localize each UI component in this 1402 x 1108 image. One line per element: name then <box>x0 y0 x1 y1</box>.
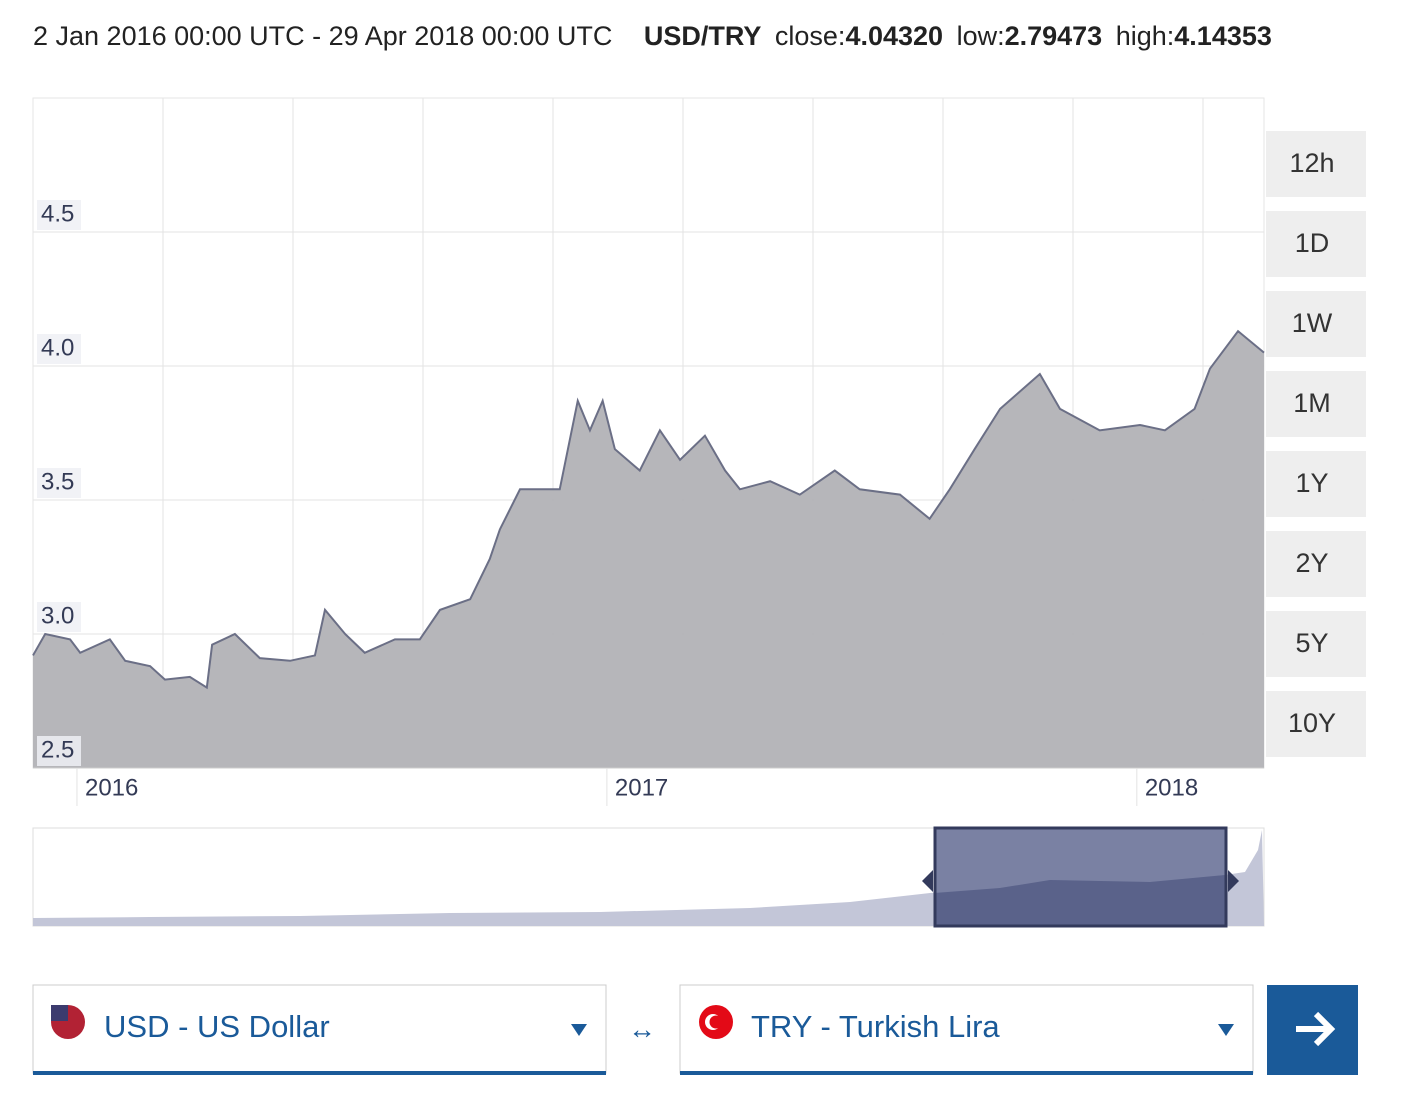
range-label: 2Y <box>1295 548 1328 578</box>
range-label: 1D <box>1295 228 1330 258</box>
range-label: 10Y <box>1288 708 1336 738</box>
from-box <box>32 984 607 1074</box>
y-tick-bg <box>37 200 81 230</box>
range-button[interactable] <box>1266 291 1366 357</box>
to-underline <box>680 1071 1253 1075</box>
tr-crescent-cut <box>709 1015 723 1029</box>
dropdown-arrow <box>1218 1024 1234 1036</box>
navigator-window-area <box>935 875 1226 926</box>
high-label: high: <box>1116 21 1175 51</box>
navigator-window-border <box>933 826 1228 928</box>
to-select[interactable]: TRY - Turkish Lira <box>679 984 1254 1075</box>
from-select[interactable]: USD - US Dollar <box>32 984 607 1075</box>
y-tick-label: 2.5 <box>41 736 74 763</box>
y-tick-label: 3.5 <box>41 468 74 495</box>
line <box>32 329 1265 690</box>
range-label: 5Y <box>1295 628 1328 658</box>
dropdown-arrow <box>571 1024 587 1036</box>
low: 2.79473 <box>1005 21 1103 51</box>
x-tick-label: 2017 <box>615 774 668 801</box>
low-label: low: <box>957 21 1005 51</box>
close-label: close: <box>775 21 846 51</box>
range-label: 1W <box>1292 308 1333 338</box>
y-tick-label: 4.0 <box>41 334 74 361</box>
plot: 2.5 3.0 3.5 4.0 4.5 2016 2017 2018 <box>32 97 1265 806</box>
navigator <box>32 826 1265 928</box>
pair: USD/TRY <box>644 21 762 51</box>
range-button[interactable] <box>1266 131 1366 197</box>
navigator-handle-left[interactable] <box>922 870 933 892</box>
y-tick-label: 3.0 <box>41 602 74 629</box>
y-tick-bg <box>37 468 81 498</box>
x-tick-label: 2018 <box>1145 774 1198 801</box>
navigator-handle-right[interactable] <box>1228 870 1239 892</box>
range-button[interactable] <box>1266 211 1366 277</box>
area <box>33 331 1264 768</box>
from-label: USD - US Dollar <box>104 1009 330 1044</box>
range-button[interactable] <box>1266 531 1366 597</box>
high: 4.14353 <box>1174 21 1272 51</box>
swap-icon[interactable]: ↔ <box>628 1013 656 1044</box>
y-tick-bg <box>37 736 81 766</box>
to-label: TRY - Turkish Lira <box>751 1009 1000 1044</box>
range-label: 12h <box>1289 148 1334 178</box>
range-button[interactable] <box>1266 691 1366 757</box>
from-underline <box>33 1071 606 1075</box>
range-label: 1M <box>1293 388 1331 418</box>
to-box <box>679 984 1254 1074</box>
us-flag-canton <box>51 1005 68 1021</box>
y-tick-bg <box>37 602 81 632</box>
close: 4.04320 <box>845 21 943 51</box>
y-tick-bg <box>37 334 81 364</box>
range-button[interactable] <box>1266 451 1366 517</box>
x-tick-label: 2016 <box>85 774 138 801</box>
convert-arrow <box>1296 1011 1336 1047</box>
range-label: 1Y <box>1295 468 1328 498</box>
range-button[interactable] <box>1266 371 1366 437</box>
header: 2 Jan 2016 00:00 UTC - 29 Apr 2018 00:00… <box>33 21 1272 51</box>
date-range: 2 Jan 2016 00:00 UTC - 29 Apr 2018 00:00… <box>33 21 612 51</box>
y-tick-label: 4.5 <box>41 200 74 227</box>
range-button[interactable] <box>1266 611 1366 677</box>
